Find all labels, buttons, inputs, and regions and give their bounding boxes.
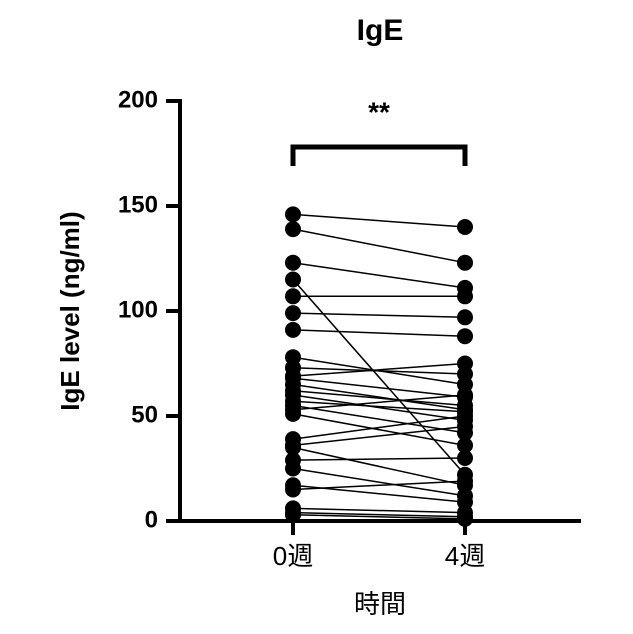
data-point: [457, 355, 473, 372]
data-point: [457, 418, 473, 435]
data-point: [457, 508, 473, 525]
data-point: [285, 305, 301, 322]
data-point: [285, 254, 301, 271]
subject-line: [292, 480, 466, 491]
x-tick-label: 0週: [273, 541, 313, 571]
y-tick-label: 150: [118, 191, 158, 218]
data-point: [285, 439, 301, 456]
data-point: [457, 387, 473, 403]
subject-line: [292, 446, 466, 487]
subject-line: [292, 457, 466, 461]
subject-line: [292, 213, 466, 228]
x-tick-label: 4週: [445, 541, 485, 571]
data-point: [457, 309, 473, 326]
data-point: [285, 221, 301, 238]
data-point: [457, 254, 473, 271]
data-point: [285, 481, 301, 498]
subject-line: [292, 329, 466, 337]
subject-line: [292, 400, 466, 413]
subject-line: [292, 425, 466, 447]
data-point: [457, 450, 473, 466]
subject-line: [292, 513, 466, 520]
subject-line: [292, 261, 466, 289]
y-axis-label: IgE level (ng/ml): [55, 211, 85, 410]
significance-bracket: [290, 144, 468, 166]
data-point: [457, 473, 473, 490]
y-tick-label: 100: [118, 296, 158, 323]
subject-line: [292, 362, 466, 377]
data-point: [285, 405, 301, 422]
subject-line: [292, 228, 466, 264]
y-tick-label: 0: [145, 506, 158, 533]
data-point: [457, 219, 473, 235]
subject-line: [292, 312, 466, 319]
y-tick-label: 50: [131, 401, 158, 428]
data-point: [457, 288, 473, 305]
data-point: [285, 460, 301, 477]
subject-line: [292, 413, 466, 447]
data-point: [457, 437, 473, 454]
subject-line: [292, 507, 466, 514]
data-point: [285, 321, 301, 338]
subject-line: [292, 511, 466, 518]
data-point: [285, 504, 301, 521]
significance-label: **: [368, 96, 390, 127]
x-axis-label: 時間: [354, 589, 406, 619]
subject-line: [292, 383, 466, 411]
data-point: [457, 328, 473, 345]
data-point: [285, 206, 301, 223]
subject-line: [292, 467, 466, 497]
y-tick-label: 200: [118, 86, 158, 113]
subject-line: [292, 404, 466, 434]
subject-line: [292, 415, 466, 440]
subject-line: [292, 394, 466, 421]
chart-title: IgE: [357, 14, 404, 47]
subject-line: [292, 279, 466, 476]
subject-line: [292, 390, 466, 407]
data-point: [285, 288, 301, 305]
data-point: [285, 271, 301, 288]
subject-line: [292, 394, 466, 411]
subject-line: [292, 366, 466, 375]
subject-line: [292, 377, 466, 398]
